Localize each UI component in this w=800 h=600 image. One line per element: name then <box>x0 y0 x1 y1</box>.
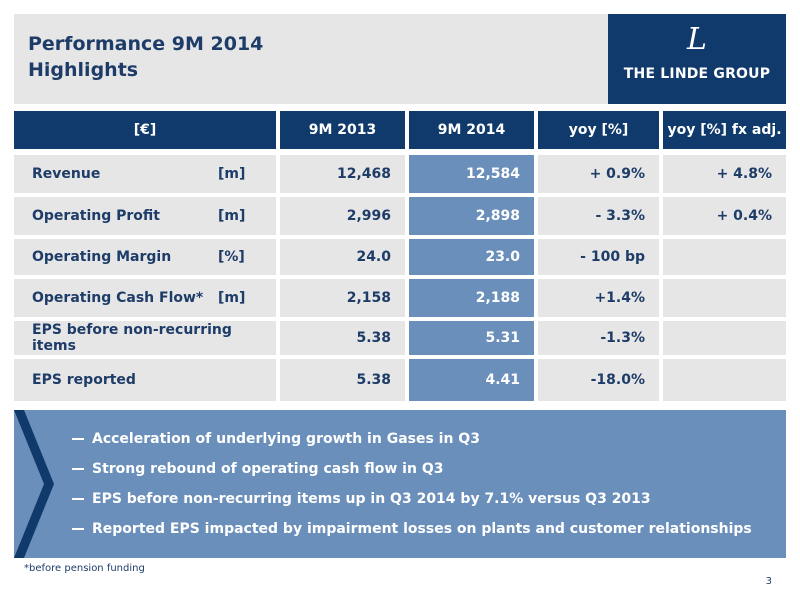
value-9m-2013: 2,996 <box>280 197 405 235</box>
list-item: Strong rebound of operating cash flow in… <box>72 454 752 484</box>
list-item: Acceleration of underlying growth in Gas… <box>72 424 752 454</box>
highlight-text: Acceleration of underlying growth in Gas… <box>92 431 480 447</box>
table-header-yoy: yoy [%] <box>538 111 659 149</box>
value-9m-2013: 24.0 <box>280 239 405 275</box>
table-header-9m-2013: 9M 2013 <box>280 111 405 149</box>
value-yoy-fx-adj <box>663 321 786 355</box>
metric-unit: [m] <box>218 208 246 224</box>
metric-name: Operating Profit <box>32 208 160 224</box>
value-yoy: + 0.9% <box>538 155 659 193</box>
value-9m-2013: 5.38 <box>280 321 405 355</box>
value-yoy-fx-adj <box>663 359 786 401</box>
highlight-text: EPS before non-recurring items up in Q3 … <box>92 491 651 507</box>
metric-name: Operating Margin <box>32 249 172 265</box>
table-row-label: EPS before non-recurring items <box>14 321 276 355</box>
highlight-text: Strong rebound of operating cash flow in… <box>92 461 444 477</box>
highlight-text: Reported EPS impacted by impairment loss… <box>92 521 752 537</box>
footnote: *before pension funding <box>24 563 145 574</box>
metric-name: EPS before non-recurring items <box>32 322 232 354</box>
value-9m-2014: 2,898 <box>409 197 534 235</box>
dash-bullet-icon <box>72 438 84 440</box>
value-yoy-fx-adj: + 0.4% <box>663 197 786 235</box>
highlights-banner: Acceleration of underlying growth in Gas… <box>14 410 786 558</box>
value-yoy-fx-adj <box>663 239 786 275</box>
value-yoy: -18.0% <box>538 359 659 401</box>
metric-unit: [m] <box>218 166 246 182</box>
value-9m-2014: 4.41 <box>409 359 534 401</box>
metric-name: Operating Cash Flow* <box>32 290 204 306</box>
value-9m-2013: 5.38 <box>280 359 405 401</box>
value-yoy: +1.4% <box>538 279 659 317</box>
table-row-label: Operating Margin [%] <box>14 239 276 275</box>
value-yoy: -1.3% <box>538 321 659 355</box>
chevron-right-icon <box>14 410 54 558</box>
metric-name: Revenue <box>32 166 101 182</box>
table-header-9m-2014: 9M 2014 <box>409 111 534 149</box>
metric-name: EPS reported <box>32 372 136 388</box>
linde-logo-mark: L <box>687 22 707 57</box>
list-item: Reported EPS impacted by impairment loss… <box>72 514 752 544</box>
table-row-label: EPS reported <box>14 359 276 401</box>
list-item: EPS before non-recurring items up in Q3 … <box>72 484 752 514</box>
dash-bullet-icon <box>72 468 84 470</box>
page-number: 3 <box>765 576 772 587</box>
slide-title: Performance 9M 2014 <box>28 33 264 55</box>
value-yoy: - 3.3% <box>538 197 659 235</box>
metric-unit: [%] <box>218 249 245 265</box>
value-9m-2014: 12,584 <box>409 155 534 193</box>
value-9m-2014: 5.31 <box>409 321 534 355</box>
table-row-label: Operating Cash Flow* [m] <box>14 279 276 317</box>
slide-header: Performance 9M 2014 Highlights L THE LIN… <box>14 14 786 104</box>
value-9m-2013: 2,158 <box>280 279 405 317</box>
metric-unit: [m] <box>218 290 246 306</box>
slide-subtitle: Highlights <box>28 59 139 81</box>
value-yoy-fx-adj: + 4.8% <box>663 155 786 193</box>
table-header-currency: [€] <box>14 111 276 149</box>
value-9m-2013: 12,468 <box>280 155 405 193</box>
value-yoy: - 100 bp <box>538 239 659 275</box>
value-9m-2014: 23.0 <box>409 239 534 275</box>
value-9m-2014: 2,188 <box>409 279 534 317</box>
linde-logo: L THE LINDE GROUP <box>608 14 786 104</box>
table-row-label: Revenue [m] <box>14 155 276 193</box>
highlights-list: Acceleration of underlying growth in Gas… <box>72 424 752 544</box>
value-yoy-fx-adj <box>663 279 786 317</box>
table-header-yoy-fx-adj: yoy [%] fx adj. <box>663 111 786 149</box>
dash-bullet-icon <box>72 498 84 500</box>
table-row-label: Operating Profit [m] <box>14 197 276 235</box>
linde-logo-text: THE LINDE GROUP <box>623 66 771 82</box>
dash-bullet-icon <box>72 528 84 530</box>
